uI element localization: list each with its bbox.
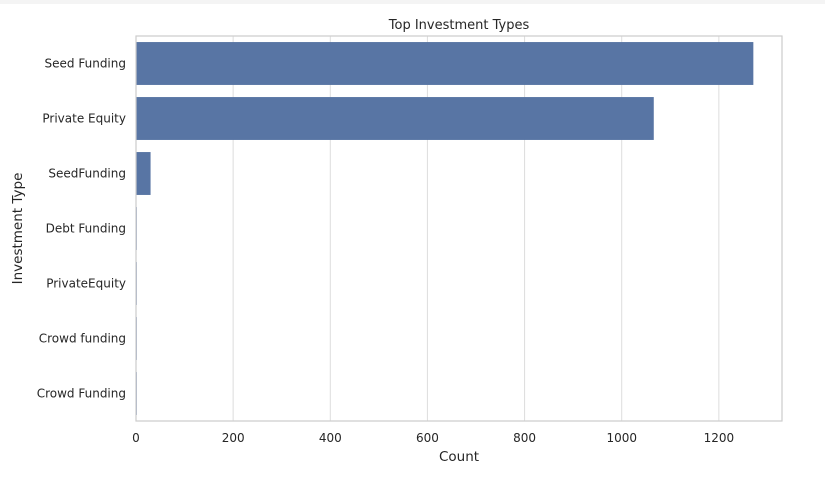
y-tick-label: PrivateEquity [46,277,126,291]
grid-lines [135,36,720,421]
y-tick-label: Crowd Funding [37,387,126,401]
x-tick-label: 200 [222,431,245,445]
x-tick-label: 600 [416,431,439,445]
y-axis-title: Investment Type [10,173,26,285]
y-tick-label: Debt Funding [46,222,126,236]
x-axis-title: Count [439,449,479,465]
x-tick-label: 0 [132,431,140,445]
top-strip [0,0,825,4]
y-tick-label: SeedFunding [48,167,126,181]
y-tick-label: Crowd funding [39,332,126,346]
x-tick-label: 800 [513,431,536,445]
y-tick-labels: Seed Funding Private Equity SeedFunding Deb… [37,57,126,401]
bar-seed-funding [136,42,754,85]
y-tick-label: Seed Funding [45,57,126,71]
chart-title: Top Investment Types [388,18,530,33]
x-tick-labels: 0 200 400 600 800 1000 1200 [132,431,734,445]
x-tick-label: 1200 [704,431,735,445]
x-tick-label: 1000 [606,431,637,445]
plot-frame [135,35,783,422]
bars [136,42,754,415]
y-tick-label: Private Equity [42,112,126,126]
bar-seedfunding [136,152,151,195]
bar-private-equity [136,97,654,140]
x-tick-label: 400 [319,431,342,445]
